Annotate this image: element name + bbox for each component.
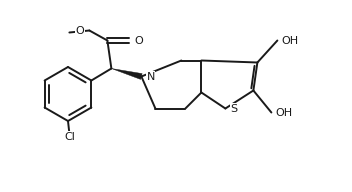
Text: S: S [230, 103, 238, 113]
Text: O: O [76, 26, 84, 36]
Text: N: N [146, 71, 155, 81]
Text: OH: OH [275, 108, 293, 118]
Text: Cl: Cl [64, 132, 75, 142]
Text: OH: OH [281, 36, 298, 46]
Text: O: O [134, 36, 143, 46]
Polygon shape [111, 69, 142, 79]
